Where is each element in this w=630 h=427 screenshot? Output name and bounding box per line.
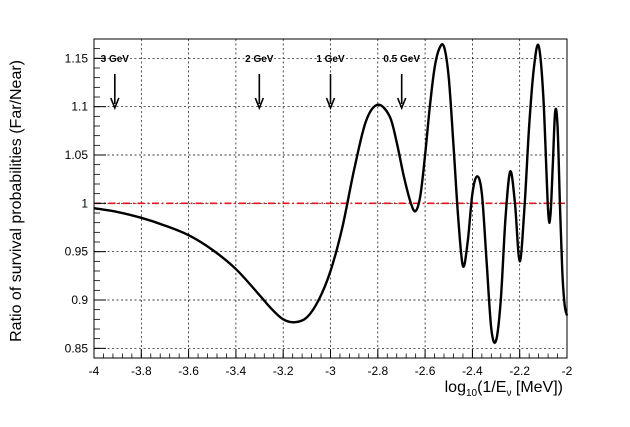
x-axis-title-sub: 10 <box>466 388 478 399</box>
arrow-head <box>254 97 265 111</box>
series-line <box>93 43 569 344</box>
energy-label: 2 GeV <box>245 54 274 65</box>
x-axis-title-nu: ν <box>506 388 511 399</box>
energy-label: 1 GeV <box>316 54 345 65</box>
energy-label: 3 GeV <box>101 54 130 65</box>
x-tick-label: -3.4 <box>226 364 247 378</box>
x-tick-label: -3 <box>325 364 336 378</box>
x-tick-label: -3.8 <box>131 364 152 378</box>
grid <box>94 39 567 358</box>
y-tick-label: 1.15 <box>65 51 89 65</box>
x-tick-label: -3.2 <box>273 364 294 378</box>
x-tick-labels: -4 -3.8 -3.6 -3.4 -3.2 -3 -2.8 -2.6 -2.4 -2.2 -2 <box>89 364 573 378</box>
arrow-head <box>325 97 336 111</box>
y-tick-label: 1.1 <box>71 100 88 114</box>
x-axis-title-log: log <box>445 379 466 396</box>
y-tick-label: 0.9 <box>71 293 88 307</box>
x-tick-label: -2.2 <box>509 364 530 378</box>
y-tick-label: 1.05 <box>65 148 89 162</box>
arrow-head <box>396 97 407 111</box>
y-tick-labels: 0.85 0.9 0.95 1 1.05 1.1 1.15 <box>65 51 89 355</box>
x-tick-label: -2.8 <box>367 364 388 378</box>
axis-ticks <box>93 38 568 359</box>
x-tick-label: -2.4 <box>462 364 483 378</box>
x-axis-title-mid: (1/E <box>477 379 506 396</box>
x-tick-label: -2.6 <box>415 364 436 378</box>
x-axis-title: log10(1/Eν [MeV]) <box>445 379 563 399</box>
x-axis-title-tail: [MeV]) <box>511 379 563 396</box>
x-tick-label: -3.6 <box>178 364 199 378</box>
energy-label: 0.5 GeV <box>383 54 420 65</box>
arrow-head <box>110 97 120 111</box>
y-tick-label: 1 <box>81 196 88 210</box>
y-tick-label: 0.95 <box>65 245 89 259</box>
x-tick-label: -2 <box>562 364 573 378</box>
y-axis-title: Ratio of survival probabilities (Far/Nea… <box>8 60 25 342</box>
energy-annotations: 3 GeV 2 GeV 1 GeV 0.5 GeV <box>101 54 420 111</box>
y-tick-label: 0.85 <box>65 341 89 355</box>
x-tick-label: -4 <box>89 364 100 378</box>
